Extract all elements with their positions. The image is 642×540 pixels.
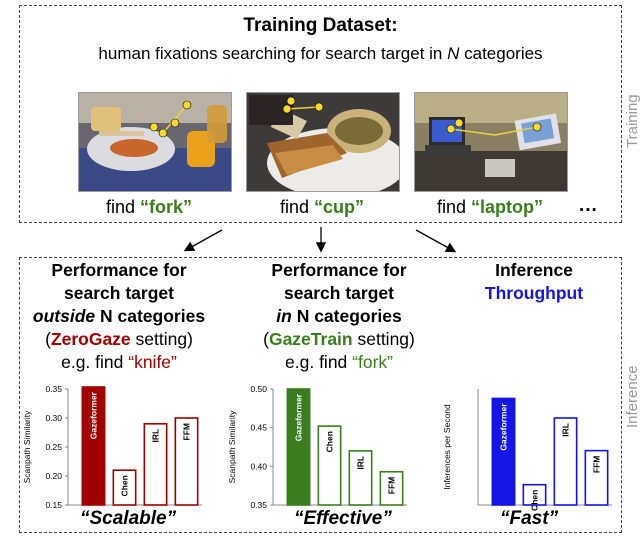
bar-chen (317, 425, 342, 506)
photo-fork (78, 92, 232, 192)
train-line2: search target (284, 283, 394, 303)
bar-label-gazeformer: Gazeformer (499, 403, 509, 451)
training-subtitle: human fixations searching for search tar… (19, 44, 622, 64)
bar-label-ffm: FFM (182, 423, 192, 440)
zero-setting-open: ( (45, 329, 51, 349)
y-axis-label: Scanpath Similarity (22, 410, 32, 484)
target-cup: “cup” (314, 197, 365, 217)
panel-zerogaze-heading: Performance for search target outside N … (24, 259, 214, 374)
zero-line2: search target (64, 283, 174, 303)
find-word-3: find (437, 197, 467, 217)
chart-inference: Inferences per Second Gazeformer Chen IRL FF… (442, 389, 612, 511)
train-line1: Performance for (271, 260, 407, 280)
photo-laptop (414, 92, 568, 192)
bar-gazeformer (81, 386, 106, 506)
zero-setting-close: setting) (130, 329, 193, 349)
photo-cup-illustration (247, 93, 399, 191)
find-word-2: find (280, 197, 310, 217)
zero-line1: Performance for (51, 260, 187, 280)
y-tick-label: 0.40 (250, 461, 267, 471)
photo-cup (246, 92, 400, 192)
y-tick-label: 0.35 (45, 384, 62, 394)
bar-label-gazeformer: Gazeformer (294, 393, 304, 441)
training-title: Training Dataset: (243, 15, 398, 36)
bar-label-chen: Chen (530, 490, 540, 511)
y-tick-label: 0.45 (250, 423, 267, 433)
bar-ffm (379, 470, 404, 506)
bar-label-ffm: FFM (592, 456, 602, 473)
bar-irl (553, 417, 578, 506)
train-setting-close: setting) (352, 329, 415, 349)
bar-ffm (174, 417, 199, 506)
zero-setting: (ZeroGaze setting) (24, 328, 214, 351)
train-setting: (GazeTrain setting) (244, 328, 434, 351)
bar-label-chen: Chen (325, 431, 335, 452)
bar-label-ffm: FFM (387, 477, 397, 494)
train-line3-em: in (276, 306, 292, 326)
bar-ffm (584, 449, 609, 506)
y-tick-label: 0.30 (45, 413, 62, 423)
zero-example: e.g. find “knife” (24, 351, 214, 374)
target-laptop: “laptop” (471, 197, 544, 217)
photo-fork-illustration (79, 93, 231, 191)
chart-zerogaze: Scanpath Similarity 0.15 0.20 0.25 0.30 0.35 G… (22, 384, 202, 510)
y-axis-label: Inferences per Second (442, 404, 452, 490)
bar-gazeformer (286, 388, 311, 506)
slogan-fast: “Fast” (500, 508, 559, 529)
bar-irl (348, 450, 373, 506)
y-axis-label: Scanpath Similarity (227, 410, 237, 484)
slogan-effective: “Effective” (294, 508, 392, 529)
panel-gazetrain-heading: Performance for search target in N categ… (244, 259, 434, 374)
bar-label-irl: IRL (561, 423, 571, 437)
train-setting-open: ( (263, 329, 269, 349)
find-word-1: find (106, 197, 136, 217)
bar-irl (143, 422, 168, 506)
side-label-inference: Inference (624, 365, 641, 428)
train-setting-name: GazeTrain (268, 329, 353, 349)
panel-inference-heading: Inference Throughput (444, 259, 624, 305)
bar-label-irl: IRL (356, 456, 366, 470)
find-label-fork: find “fork” (106, 197, 192, 218)
arrow-left (183, 229, 223, 252)
find-label-cup: find “cup” (280, 197, 364, 218)
zero-example-target: “knife” (128, 352, 177, 372)
ellipsis: ... (579, 195, 598, 216)
zero-line3-em: outside (32, 306, 96, 326)
y-tick-label: 0.50 (250, 384, 267, 394)
target-fork: “fork” (140, 197, 193, 217)
train-example: e.g. find “fork” (244, 351, 434, 374)
infer-line1: Inference (495, 260, 573, 280)
bar-label-gazeformer: Gazeformer (89, 391, 99, 439)
evaluation-box (19, 257, 622, 533)
train-example-prefix: e.g. find (285, 352, 353, 372)
bar-label-chen: Chen (120, 475, 130, 496)
zero-line3: outside N categories (24, 305, 214, 328)
y-tick-label: 0.35 (250, 500, 267, 510)
train-example-target: “fork” (352, 352, 393, 372)
bar-gazeformer (491, 397, 516, 506)
zero-line3-rest: N categories (95, 306, 206, 326)
train-line3-rest: N categories (291, 306, 402, 326)
slogan-scalable: “Scalable” (80, 508, 177, 529)
training-dataset-box (19, 5, 622, 223)
arrows (183, 227, 457, 253)
y-tick-label: 0.25 (45, 442, 62, 452)
y-tick-label: 0.20 (45, 471, 62, 481)
arrow-right (415, 229, 457, 253)
bar-chen (522, 483, 547, 506)
zero-setting-name: ZeroGaze (50, 329, 131, 349)
find-label-laptop: find “laptop” (437, 197, 543, 218)
bar-label-irl: IRL (151, 429, 161, 443)
bar-chen (112, 469, 137, 506)
infer-line2: Throughput (484, 283, 584, 303)
y-tick-label: 0.15 (45, 500, 62, 510)
subtitle-prefix: human fixations searching for search tar… (98, 44, 448, 63)
zero-example-prefix: e.g. find (61, 352, 129, 372)
subtitle-var: N (447, 44, 460, 63)
train-line3: in N categories (244, 305, 434, 328)
photo-laptop-illustration (415, 93, 567, 191)
subtitle-suffix: categories (459, 44, 543, 63)
chart-gazetrain: Scanpath Similarity 0.35 0.40 0.45 0.50 Gazef… (227, 384, 407, 510)
